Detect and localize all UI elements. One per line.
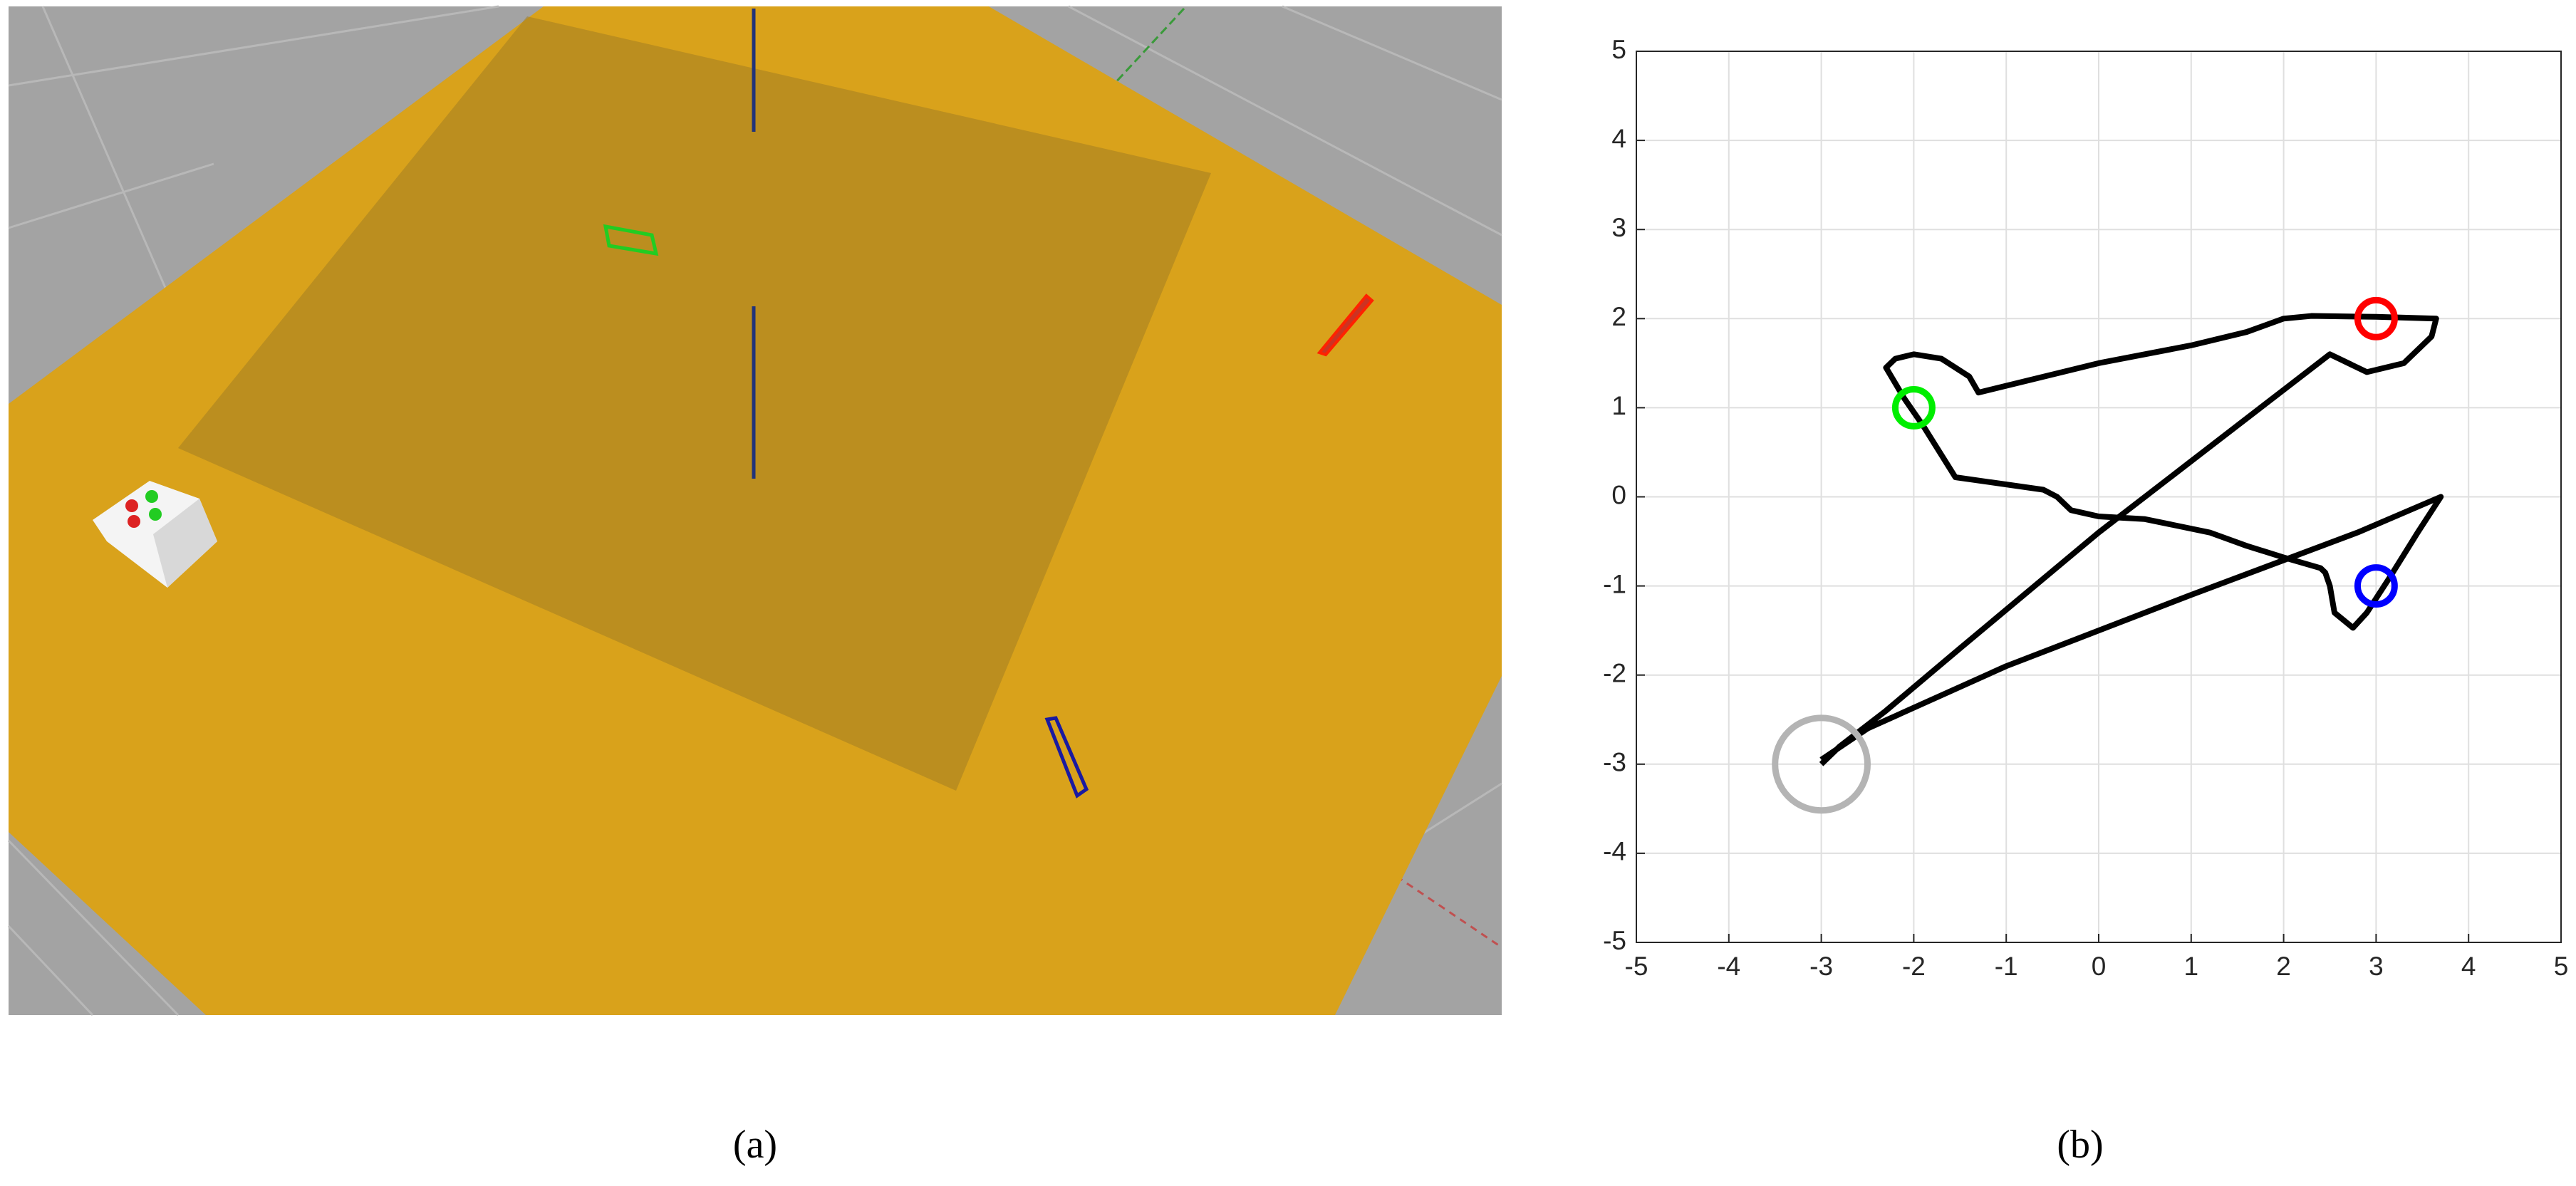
trajectory bbox=[1819, 313, 2444, 766]
y-tick-label: -3 bbox=[1603, 748, 1626, 777]
y-tick-label: -4 bbox=[1603, 837, 1626, 866]
y-tick-label: -1 bbox=[1603, 569, 1626, 598]
x-tick-label: 0 bbox=[2092, 952, 2107, 981]
x-tick-label: 5 bbox=[2554, 952, 2569, 981]
caption: (b) bbox=[2057, 1123, 2103, 1167]
y-tick-label: 5 bbox=[1611, 35, 1626, 64]
simulation-render bbox=[7, 5, 1502, 1016]
x-tick-label: 3 bbox=[2369, 952, 2384, 981]
green-gate bbox=[603, 224, 659, 256]
plot-frame bbox=[1636, 51, 2562, 943]
x-tick-label: 4 bbox=[2461, 952, 2476, 981]
caption: (a) bbox=[733, 1123, 777, 1167]
ground-grid bbox=[7, 5, 1502, 1016]
shadow-plane bbox=[178, 16, 1211, 791]
x-tick-label: 1 bbox=[2184, 952, 2199, 981]
waypoint-circle bbox=[1891, 385, 1936, 430]
x-tick-label: 2 bbox=[2276, 952, 2291, 981]
axis-x bbox=[1396, 875, 1502, 949]
y-tick-label: 0 bbox=[1611, 480, 1626, 509]
red-gate bbox=[1316, 293, 1374, 357]
x-tick-label: -2 bbox=[1902, 952, 1926, 981]
blue-gate bbox=[1044, 716, 1089, 799]
y-tick-label: -2 bbox=[1603, 658, 1626, 687]
y-tick-label: 3 bbox=[1611, 213, 1626, 242]
y-tick-label: 2 bbox=[1611, 302, 1626, 331]
y-tick-label: -5 bbox=[1603, 926, 1626, 955]
waypoint-circle bbox=[2354, 564, 2398, 608]
robot-cube bbox=[93, 481, 217, 588]
x-tick-label: -4 bbox=[1717, 952, 1740, 981]
x-tick-label: -5 bbox=[1625, 952, 1648, 981]
x-tick-label: -1 bbox=[1995, 952, 2018, 981]
waypoint-circle bbox=[1772, 714, 1871, 814]
waypoint-circle bbox=[2354, 296, 2398, 340]
y-tick-label: 4 bbox=[1611, 124, 1626, 153]
y-tick-label: 1 bbox=[1611, 391, 1626, 420]
x-tick-label: -3 bbox=[1809, 952, 1833, 981]
